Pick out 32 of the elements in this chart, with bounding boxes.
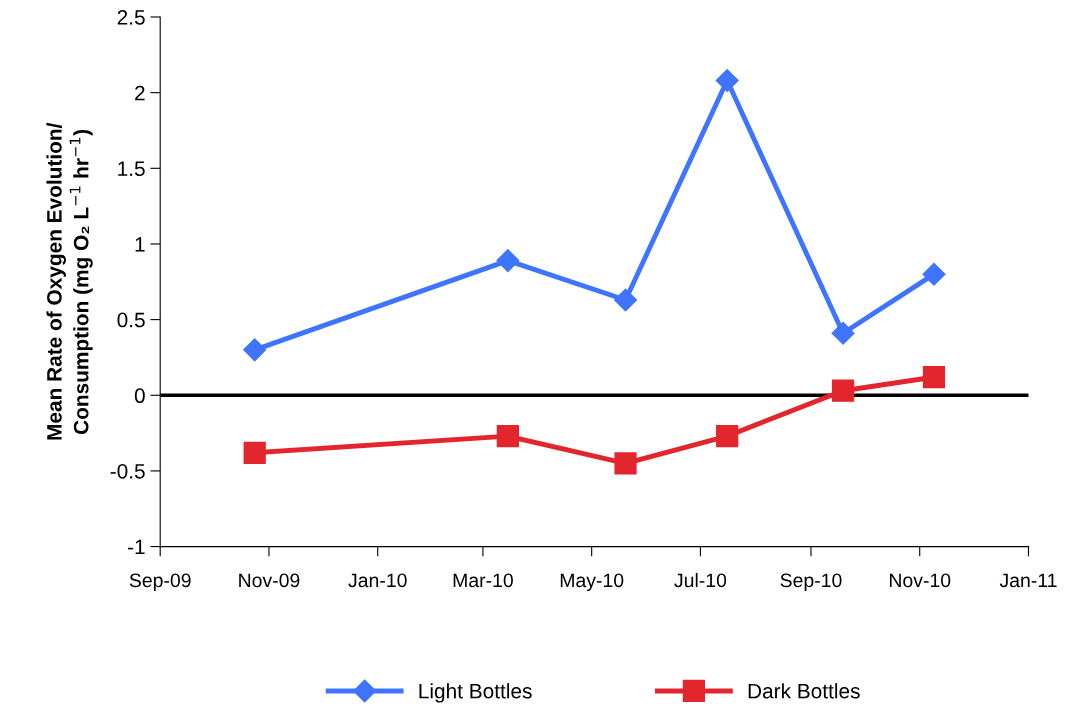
point [614,288,638,312]
x-tick-label: Nov-09 [239,573,300,588]
x-tick-label: Jan-10 [348,573,407,588]
y-tick-label: 1.5 [118,161,145,177]
x-tick-label: Sep-09 [129,573,191,592]
x-tick-label: Jul-10 [674,572,727,588]
x-tick-label: Nov-10 [889,573,951,588]
point [496,425,519,448]
y-tick-label: 1 [135,237,145,252]
point [614,452,637,475]
y-tick-label: 2.5 [117,9,145,25]
x-tick-label: Jan-11 [999,573,1057,588]
point [243,441,266,464]
point [496,249,520,273]
x-tick-label: May-10 [560,573,624,592]
y-tick-label: -0.5 [110,463,145,479]
point [922,262,946,286]
y-tick-label: 0.5 [117,312,145,328]
legend-label: Dark Bottles [748,683,860,699]
y-tick-label: 2 [135,85,145,101]
point [831,379,855,402]
point [831,321,855,345]
y-axis-title: Mean Rate of Oxygen Evolution/ Consumption (mg O₂ L$^{−1}$ hr$^{−1}$) [46,122,93,440]
x-tick-label: Mar-10 [453,573,513,588]
point [243,338,267,362]
y-tick-label: 0 [134,388,145,404]
legend-label: Light Bottles [419,683,532,703]
x-tick-label: Sep-10 [780,573,842,592]
point [715,69,739,93]
point [922,365,946,389]
point [716,425,739,448]
y-tick-label: -1 [128,539,145,555]
